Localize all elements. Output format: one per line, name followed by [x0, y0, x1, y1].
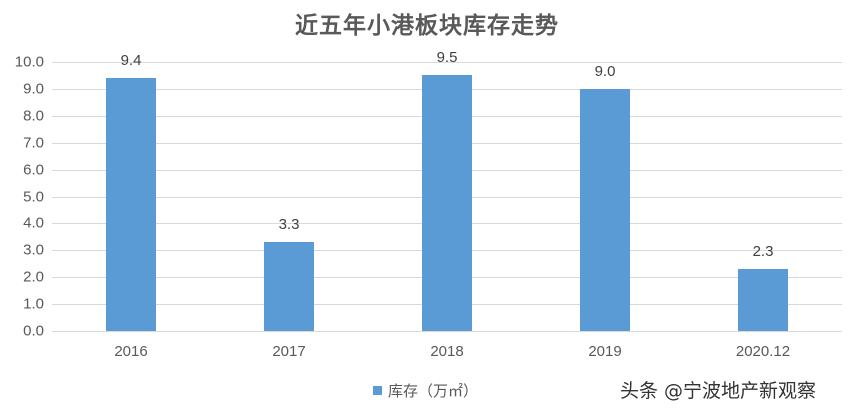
y-tick-label: 8.0 — [23, 107, 44, 125]
y-tick-label: 10.0 — [14, 53, 44, 71]
watermark: 头条 @宁波地产新观察 — [620, 380, 817, 402]
bar-2019 — [580, 88, 630, 331]
y-tick-label: 4.0 — [23, 214, 44, 232]
legend-swatch-icon — [373, 386, 382, 395]
gridline — [52, 331, 842, 332]
data-label: 9.4 — [120, 52, 142, 70]
bar-2017 — [264, 242, 314, 331]
y-tick-label: 9.0 — [23, 80, 44, 98]
y-tick-label: 1.0 — [23, 295, 44, 313]
x-tick-label: 2019 — [588, 343, 622, 360]
x-tick-label: 2020.12 — [735, 343, 791, 360]
gridline — [52, 62, 842, 63]
x-tick-label: 2018 — [430, 343, 464, 360]
plot-area: 0.0 1.0 2.0 3.0 4.0 5.0 6.0 7.0 8.0 9.0 10.0 9.4 3.3… — [15, 49, 842, 340]
data-label: 9.0 — [594, 62, 616, 80]
bar-2020.12 — [738, 269, 788, 331]
y-tick-label: 5.0 — [23, 188, 44, 205]
x-tick-label: 2017 — [272, 343, 306, 360]
x-tick-label: 2016 — [114, 343, 148, 360]
bar-2016 — [106, 78, 156, 331]
y-tick-label: 7.0 — [23, 134, 44, 152]
y-tick-label: 3.0 — [23, 241, 44, 259]
chart-title: 近五年小港板块库存走势 — [295, 13, 559, 39]
y-tick-label: 0.0 — [23, 322, 44, 340]
legend: 库存（万㎡） — [373, 380, 478, 401]
data-label: 3.3 — [278, 216, 300, 234]
bar-2018 — [422, 75, 472, 331]
data-label: 2.3 — [752, 243, 774, 261]
y-tick-label: 6.0 — [23, 161, 44, 179]
data-label: 9.5 — [436, 49, 458, 67]
y-tick-label: 2.0 — [23, 268, 44, 286]
legend-label: 库存（万㎡） — [388, 382, 479, 400]
